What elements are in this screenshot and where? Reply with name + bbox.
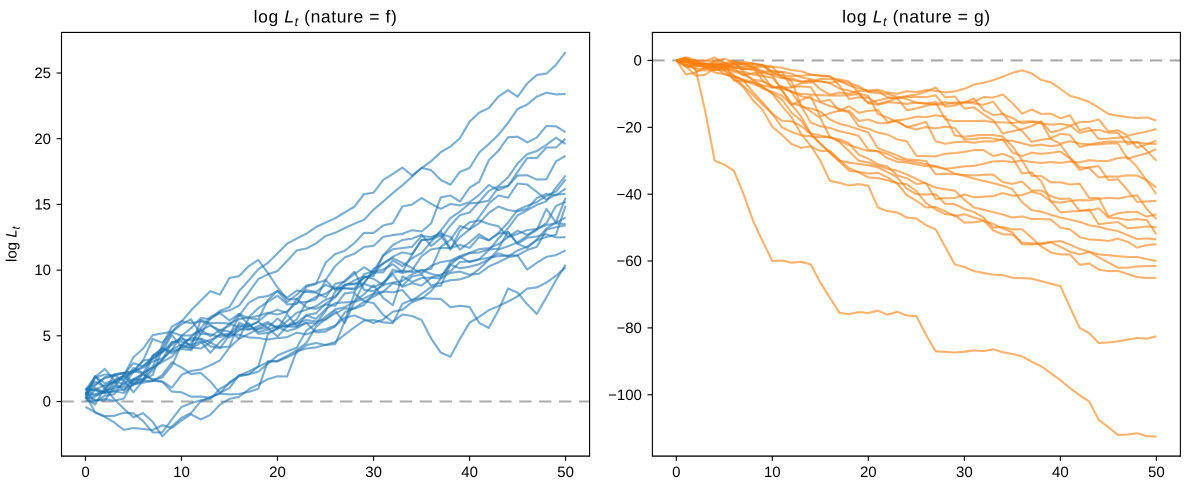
- svg-text:40: 40: [1052, 464, 1069, 481]
- svg-text:log Lt (nature = f): log Lt (nature = f): [254, 7, 398, 30]
- svg-text:15: 15: [34, 197, 51, 214]
- svg-text:30: 30: [956, 464, 973, 481]
- svg-text:−80: −80: [616, 320, 641, 337]
- svg-text:50: 50: [557, 464, 574, 481]
- svg-text:40: 40: [461, 464, 478, 481]
- svg-text:0: 0: [634, 53, 642, 70]
- svg-text:10: 10: [173, 464, 190, 481]
- svg-text:0: 0: [81, 464, 89, 481]
- svg-text:50: 50: [1148, 464, 1165, 481]
- svg-text:log Lt: log Lt: [4, 225, 23, 262]
- svg-text:10: 10: [764, 464, 781, 481]
- svg-text:10: 10: [34, 262, 51, 279]
- svg-text:−60: −60: [616, 253, 641, 270]
- svg-text:log Lt (nature = g): log Lt (nature = g): [842, 7, 991, 30]
- svg-text:20: 20: [860, 464, 877, 481]
- svg-text:−100: −100: [608, 387, 642, 404]
- svg-text:20: 20: [269, 464, 286, 481]
- svg-text:−20: −20: [616, 119, 641, 136]
- svg-text:30: 30: [365, 464, 382, 481]
- svg-text:5: 5: [43, 328, 51, 345]
- svg-text:0: 0: [43, 394, 51, 411]
- svg-text:20: 20: [34, 131, 51, 148]
- svg-text:0: 0: [672, 464, 680, 481]
- svg-text:25: 25: [34, 65, 51, 82]
- svg-text:−40: −40: [616, 186, 641, 203]
